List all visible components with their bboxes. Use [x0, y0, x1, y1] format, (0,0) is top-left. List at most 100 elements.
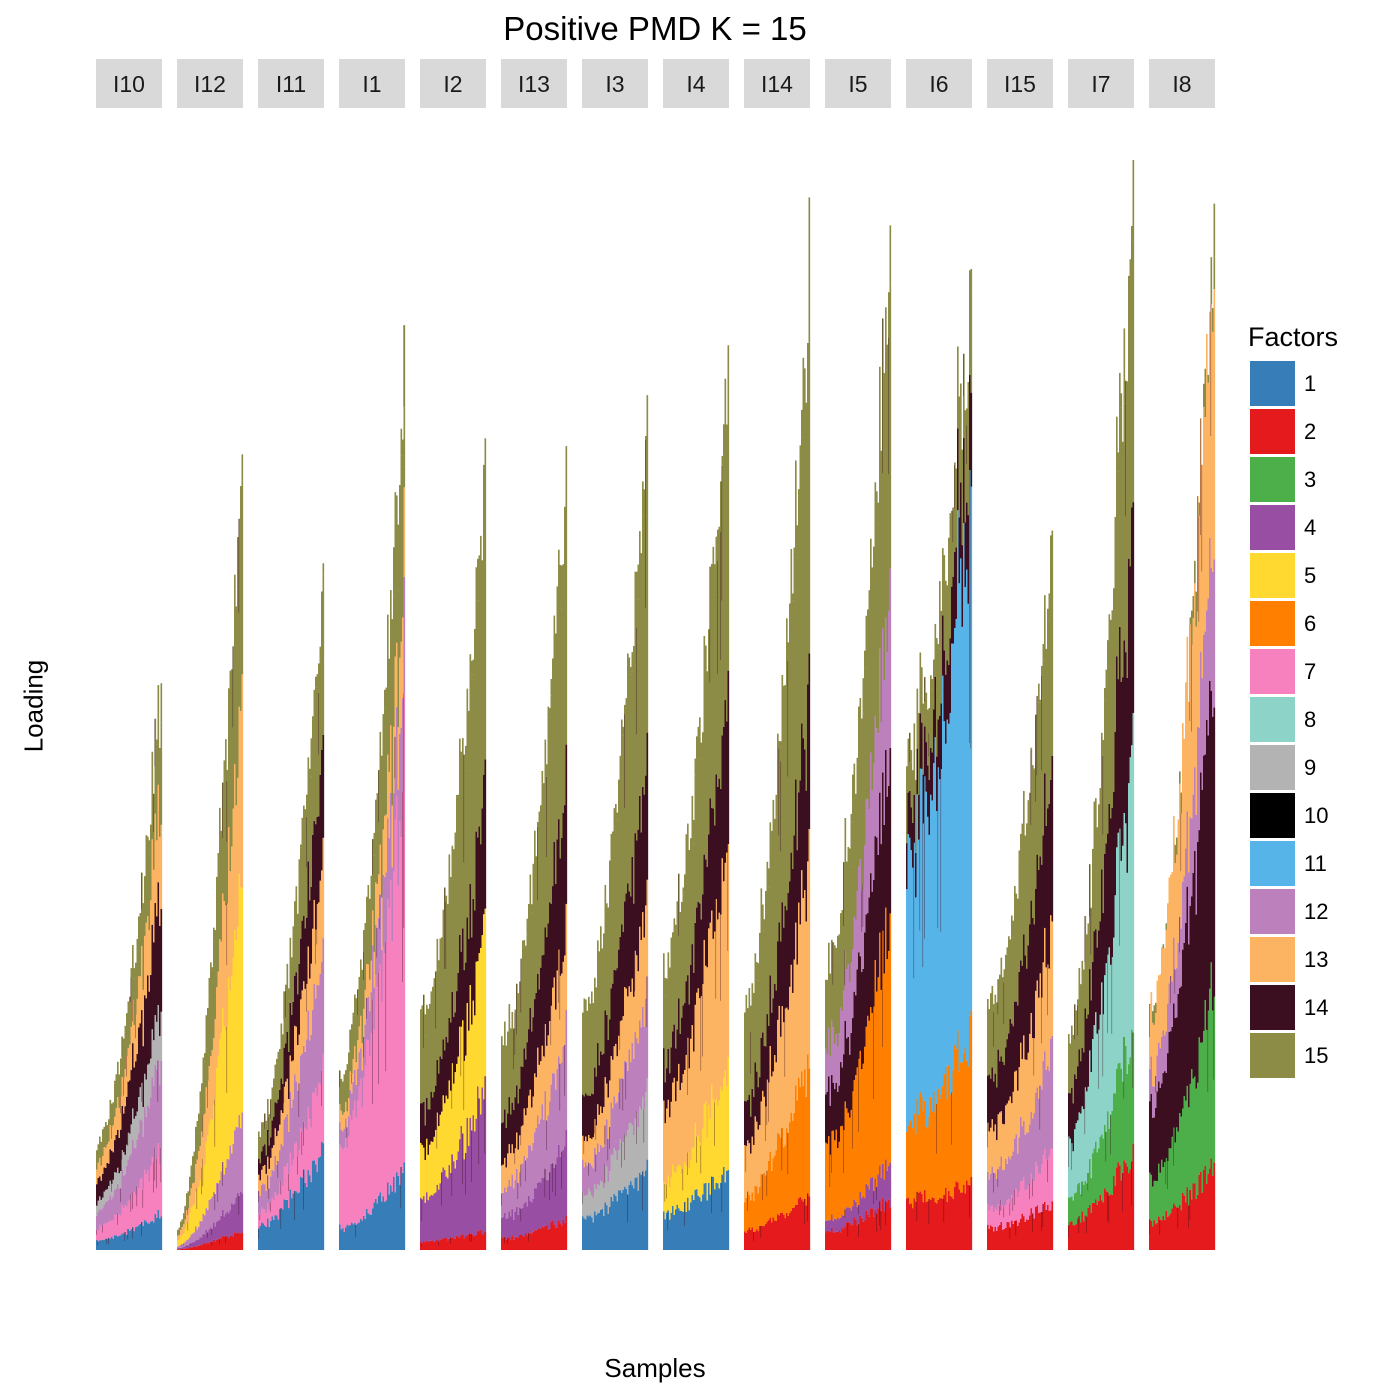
bar-segment-factor-14 — [532, 1017, 535, 1097]
bar-segment-factor-14 — [147, 975, 149, 1065]
bar-segment-factor-15 — [1000, 963, 1003, 1057]
bar-segment-factor-13 — [592, 1137, 595, 1169]
bar-segment-factor-14 — [639, 795, 641, 927]
bar-segment-factor-2 — [1033, 1218, 1036, 1250]
bar-segment-factor-15 — [522, 940, 524, 1067]
bar-segment-factor-7 — [259, 1214, 262, 1226]
bar-segment-factor-2 — [934, 1202, 937, 1250]
bar-streak — [1087, 1172, 1089, 1191]
bar-segment-factor-9 — [130, 1124, 133, 1154]
bar-segment-factor-15 — [999, 974, 1001, 1062]
bar-streak — [450, 1237, 451, 1244]
bar-segment-factor-14 — [1048, 803, 1051, 969]
bar-segment-factor-14 — [790, 852, 793, 965]
bar-segment-factor-15 — [295, 886, 298, 890]
bar-segment-factor-15 — [139, 924, 142, 977]
bar-segment-factor-4 — [237, 1192, 239, 1233]
bar-streak — [516, 983, 517, 1035]
bar-segment-factor-4 — [520, 1208, 523, 1234]
bar-segment-factor-15 — [303, 805, 305, 831]
bar-segment-factor-1 — [283, 1199, 286, 1250]
bar-segment-factor-12 — [267, 1175, 269, 1203]
bar-segment-factor-13 — [1198, 515, 1201, 728]
bar-segment-factor-11 — [955, 618, 958, 1049]
bar-segment-factor-13 — [780, 1036, 782, 1138]
bar-streak — [1207, 1010, 1209, 1093]
bar-segment-factor-3 — [1212, 1010, 1214, 1176]
bar-streak — [120, 1096, 121, 1114]
bar-segment-factor-12 — [876, 728, 878, 838]
bar-segment-factor-13 — [1165, 929, 1168, 1032]
bar-segment-factor-14 — [433, 1091, 436, 1137]
bar-segment-factor-5 — [711, 1084, 713, 1177]
bar-streak — [438, 1241, 439, 1246]
bar-segment-factor-2 — [766, 1221, 769, 1250]
bar-segment-factor-14 — [996, 1087, 998, 1141]
bar-streak — [781, 1128, 783, 1171]
bar-segment-factor-13 — [618, 1035, 620, 1093]
bar-segment-factor-15 — [391, 619, 394, 677]
bar-streak — [226, 1026, 228, 1093]
bar-segment-factor-13 — [363, 1008, 365, 1037]
bar-segment-factor-13 — [772, 1071, 775, 1159]
bar-segment-factor-12 — [835, 1034, 838, 1083]
bar-segment-factor-15 — [117, 1061, 119, 1098]
bar-streak — [1032, 1179, 1033, 1197]
bar-streak — [1003, 1206, 1005, 1218]
bar-segment-factor-14 — [598, 1065, 601, 1115]
bar-segment-factor-15 — [190, 1166, 193, 1189]
bar-segment-factor-14 — [462, 928, 464, 1021]
bar-segment-factor-15 — [613, 808, 616, 827]
bar-segment-factor-15 — [949, 571, 952, 639]
bar-streak — [306, 983, 307, 1012]
bar-streak — [154, 718, 156, 767]
bar-segment-factor-15 — [772, 799, 775, 822]
bar-segment-factor-1 — [600, 1209, 602, 1250]
bar-segment-factor-15 — [808, 197, 811, 654]
bar-segment-factor-12 — [1186, 811, 1189, 887]
bar-segment-factor-7 — [340, 1146, 343, 1230]
bar-segment-factor-14 — [837, 1091, 839, 1148]
bar-segment-factor-13 — [117, 1097, 119, 1130]
bar-segment-factor-2 — [558, 1220, 560, 1250]
bar-segment-factor-15 — [624, 714, 626, 902]
bar-segment-factor-1 — [102, 1239, 104, 1250]
bar-segment-factor-15 — [1005, 954, 1007, 966]
bar-segment-factor-12 — [1183, 876, 1186, 943]
bar-segment-factor-1 — [609, 1207, 611, 1250]
bar-segment-factor-13 — [312, 928, 314, 1011]
bar-segment-factor-15 — [445, 901, 448, 1037]
bar-segment-factor-5 — [477, 961, 479, 1087]
bar-segment-factor-15 — [352, 1015, 355, 1060]
bar-streak — [120, 1188, 121, 1202]
bar-segment-factor-2 — [855, 1219, 857, 1250]
bar-segment-factor-15 — [751, 983, 754, 1089]
bar-segment-factor-2 — [1092, 1202, 1094, 1250]
bar-segment-factor-5 — [672, 1164, 674, 1206]
bar-segment-factor-15 — [835, 950, 838, 1035]
bar-segment-factor-14 — [682, 1005, 685, 1075]
bar-segment-factor-12 — [1188, 872, 1190, 945]
bar-segment-factor-15 — [561, 565, 563, 609]
bar-segment-factor-12 — [555, 1089, 557, 1165]
bar-segment-factor-1 — [687, 1197, 689, 1250]
bar-streak — [1122, 1172, 1123, 1212]
bar-streak — [1012, 1197, 1014, 1211]
bar-segment-factor-14 — [939, 715, 941, 780]
bar-segment-factor-5 — [228, 977, 230, 1160]
bar-segment-factor-2 — [510, 1239, 512, 1250]
bar-segment-factor-4 — [457, 1151, 460, 1237]
bar-segment-factor-15 — [1155, 1002, 1157, 1014]
bar-segment-factor-4 — [528, 1195, 530, 1234]
bar-segment-factor-14 — [1002, 1061, 1004, 1124]
bar-segment-factor-12 — [360, 1048, 362, 1079]
bar-segment-factor-9 — [636, 1110, 638, 1178]
bar-streak — [462, 1133, 463, 1184]
bar-segment-factor-1 — [684, 1201, 686, 1250]
bar-segment-factor-15 — [442, 909, 445, 911]
bar-segment-factor-15 — [513, 1028, 515, 1110]
bar-segment-factor-7 — [148, 1181, 151, 1224]
bar-segment-factor-15 — [529, 874, 532, 1008]
bar-segment-factor-7 — [267, 1202, 269, 1219]
bar-segment-factor-7 — [291, 1165, 293, 1199]
